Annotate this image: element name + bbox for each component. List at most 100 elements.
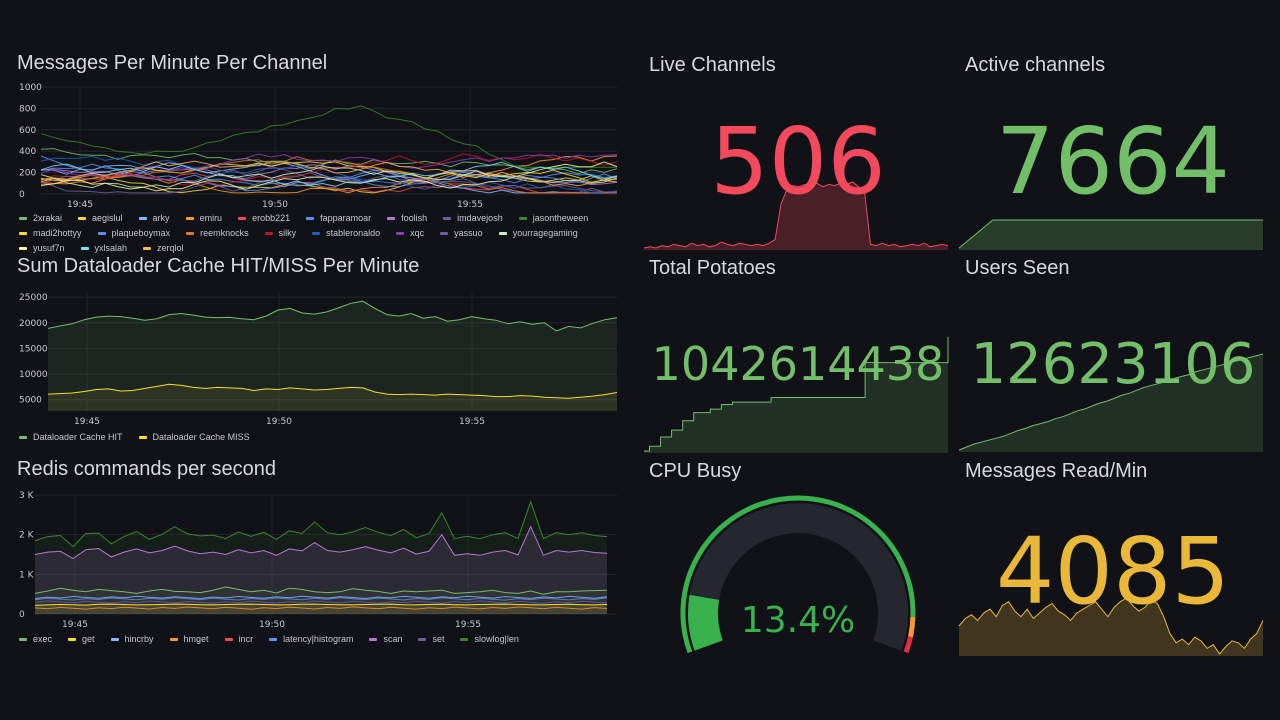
legend-label: latency|histogram bbox=[283, 634, 354, 644]
panel-dataloader: Sum Dataloader Cache HIT/MISS Per Minute… bbox=[17, 255, 629, 450]
legend-item[interactable]: madi2hottyy bbox=[19, 228, 82, 238]
cpu-busy-title[interactable]: CPU Busy bbox=[649, 460, 742, 482]
legend-item[interactable]: latency|histogram bbox=[269, 634, 353, 644]
panel-title[interactable]: Sum Dataloader Cache HIT/MISS Per Minute bbox=[17, 255, 420, 277]
series-line bbox=[34, 597, 608, 601]
legend-item[interactable]: aegislul bbox=[78, 213, 123, 223]
legend-swatch bbox=[19, 216, 27, 220]
x-tick-label: 19:45 bbox=[67, 200, 93, 210]
series-area bbox=[35, 526, 607, 614]
legend-label: emiru bbox=[199, 213, 223, 223]
legend-swatch bbox=[80, 246, 89, 250]
y-tick-label: 600 bbox=[19, 126, 36, 136]
legend-item[interactable]: set bbox=[418, 634, 444, 644]
legend-item[interactable]: scan bbox=[369, 634, 402, 644]
series-line bbox=[34, 525, 608, 560]
sparkline-line bbox=[958, 597, 1264, 655]
legend-item[interactable]: foolish bbox=[387, 213, 427, 223]
y-tick-label: 1 K bbox=[19, 570, 35, 580]
legend-swatch bbox=[238, 216, 247, 220]
legend-item[interactable]: imdavejosh bbox=[443, 213, 503, 223]
y-tick-label: 1000 bbox=[19, 83, 42, 93]
legend-label: yourragegaming bbox=[512, 228, 578, 238]
active-channels-title[interactable]: Active channels bbox=[965, 54, 1106, 76]
legend-item[interactable]: zerqlol bbox=[143, 243, 184, 253]
legend-item[interactable]: arky bbox=[138, 213, 170, 223]
legend-item[interactable]: xqc bbox=[396, 228, 424, 238]
legend-label: incr bbox=[238, 634, 254, 644]
legend-item[interactable]: hincrby bbox=[110, 634, 154, 644]
series-line bbox=[34, 600, 608, 604]
legend-item[interactable]: Dataloader Cache HIT bbox=[19, 432, 123, 442]
redis-chart[interactable]: 3 K 2 K 1 K 0 19:45 19:50 19:55 bbox=[17, 491, 629, 632]
legend-swatch bbox=[110, 637, 119, 641]
y-tick-label: 20000 bbox=[19, 319, 48, 329]
legend-item[interactable]: yxlsalah bbox=[80, 243, 127, 253]
legend-item[interactable]: jasontheween bbox=[518, 213, 588, 223]
legend-item[interactable]: slowlog|len bbox=[460, 634, 519, 644]
legend-swatch bbox=[369, 637, 378, 641]
messages-read-title[interactable]: Messages Read/Min bbox=[965, 460, 1148, 482]
x-tick-label: 19:50 bbox=[262, 200, 288, 210]
x-tick-label: 19:55 bbox=[457, 200, 483, 210]
sparkline-line bbox=[644, 337, 949, 452]
legend-label: slowlog|len bbox=[474, 634, 519, 644]
legend-label: hincrby bbox=[124, 634, 154, 644]
panel-title[interactable]: Redis commands per second bbox=[17, 458, 277, 480]
legend-swatch bbox=[440, 231, 449, 235]
legend-swatch bbox=[443, 216, 452, 220]
panel-messages-per-minute: Messages Per Minute Per Channel 1000 800 6… bbox=[17, 52, 629, 253]
sparkline-area bbox=[959, 354, 1263, 452]
legend-item[interactable]: hmget bbox=[169, 634, 209, 644]
sparkline-area bbox=[644, 182, 948, 250]
legend-item[interactable]: 2xrakai bbox=[19, 213, 62, 223]
legend-item[interactable]: yusuf7n bbox=[19, 243, 65, 253]
legend-item[interactable]: yassuo bbox=[440, 228, 483, 238]
legend-item[interactable]: fapparamoar bbox=[306, 213, 371, 223]
legend-swatch bbox=[387, 216, 396, 220]
x-tick-label: 19:50 bbox=[266, 417, 292, 427]
y-tick-label: 0 bbox=[19, 610, 25, 620]
sparkline-line bbox=[643, 181, 949, 249]
legend-swatch bbox=[185, 216, 194, 220]
cpu-busy-value: 13.4% bbox=[740, 600, 856, 641]
messages-read-sparkline bbox=[958, 597, 1264, 656]
total-potatoes-title[interactable]: Total Potatoes bbox=[649, 257, 776, 279]
gauge-value-arc bbox=[688, 594, 723, 651]
legend-label: stableronaldo bbox=[326, 228, 381, 238]
legend-swatch bbox=[138, 435, 147, 439]
messages-chart[interactable]: 1000 800 600 400 200 0 19:45 19:50 19:55 bbox=[17, 82, 629, 212]
legend-label: exec bbox=[33, 634, 53, 644]
y-tick-label: 200 bbox=[19, 169, 36, 179]
legend-label: arky bbox=[152, 213, 170, 223]
series-area bbox=[48, 384, 617, 411]
legend-item[interactable]: Dataloader Cache MISS bbox=[138, 432, 250, 442]
legend-item[interactable]: silky bbox=[264, 228, 296, 238]
legend-item[interactable]: plaqueboymax bbox=[97, 228, 170, 238]
gauge-track bbox=[688, 503, 908, 651]
y-tick-label: 3 K bbox=[19, 491, 35, 501]
legend-swatch bbox=[312, 231, 321, 235]
gauge-threshold-red bbox=[903, 636, 913, 654]
live-channels-title[interactable]: Live Channels bbox=[649, 54, 776, 76]
series-line bbox=[34, 606, 608, 610]
x-tick-label: 19:55 bbox=[459, 417, 485, 427]
live-channels-sparkline bbox=[643, 181, 949, 250]
sparkline-area bbox=[959, 598, 1263, 656]
legend-swatch bbox=[19, 246, 27, 250]
active-channels-sparkline bbox=[958, 219, 1263, 250]
legend-item[interactable]: stableronaldo bbox=[312, 228, 380, 238]
legend-item[interactable]: exec bbox=[19, 634, 52, 644]
legend-item[interactable]: get bbox=[68, 634, 95, 644]
y-tick-label: 15000 bbox=[19, 344, 48, 354]
legend-item[interactable]: yourragegaming bbox=[498, 228, 578, 238]
legend-label: yassuo bbox=[454, 228, 483, 238]
legend-item[interactable]: incr bbox=[224, 634, 254, 644]
legend-item[interactable]: reemknocks bbox=[186, 228, 249, 238]
users-seen-title[interactable]: Users Seen bbox=[965, 257, 1070, 279]
dataloader-chart[interactable]: 25000 20000 15000 10000 5000 19:45 19:50 19:55 bbox=[17, 289, 629, 429]
legend-item[interactable]: emiru bbox=[185, 213, 223, 223]
legend-item[interactable]: erobb221 bbox=[238, 213, 290, 223]
panel-title[interactable]: Messages Per Minute Per Channel bbox=[17, 52, 328, 74]
legend-label: foolish bbox=[401, 213, 428, 223]
